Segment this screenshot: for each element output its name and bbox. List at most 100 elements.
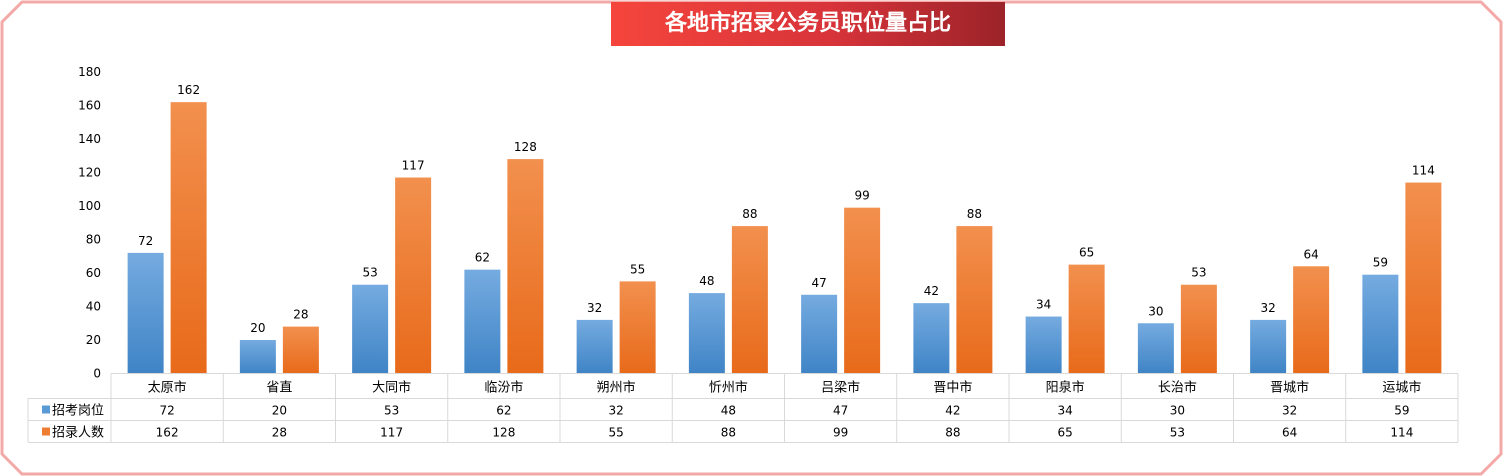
- y-tick-label: 100: [78, 199, 101, 213]
- category-label: 朔州市: [597, 380, 636, 396]
- data-label: 42: [924, 284, 939, 298]
- category-label: 大同市: [372, 380, 411, 396]
- y-tick-label: 120: [78, 166, 101, 180]
- legend-label: 招录人数: [52, 426, 104, 441]
- data-label: 114: [1412, 164, 1435, 178]
- category-label: 吕梁市: [821, 380, 860, 396]
- legend-label: 招考岗位: [52, 404, 104, 419]
- table-value: 59: [1394, 404, 1409, 418]
- table-value: 47: [833, 404, 848, 418]
- table-value: 53: [384, 404, 399, 418]
- category-label: 晋中市: [933, 380, 972, 396]
- table-value: 114: [1390, 426, 1413, 440]
- data-label: 28: [293, 308, 308, 322]
- bar-positions: [1362, 274, 1399, 374]
- table-value: 62: [496, 404, 511, 418]
- data-label: 117: [402, 159, 425, 173]
- table-value: 32: [608, 404, 623, 418]
- data-label: 48: [699, 274, 714, 288]
- data-label: 20: [250, 321, 265, 335]
- data-label: 64: [1303, 247, 1318, 261]
- bar-hires: [170, 102, 207, 374]
- bar-hires: [844, 207, 881, 374]
- table-value: 42: [945, 404, 960, 418]
- table-value: 99: [833, 426, 848, 440]
- chart-title: 各地市招录公务员职位量占比: [611, 2, 1005, 46]
- bar-hires: [1068, 264, 1105, 374]
- bar-positions: [464, 269, 501, 374]
- bar-positions: [1250, 319, 1287, 374]
- category-label: 临汾市: [484, 380, 523, 396]
- table-value: 65: [1057, 426, 1072, 440]
- table-value: 55: [608, 426, 623, 440]
- table-value: 32: [1282, 404, 1297, 418]
- table-value: 28: [272, 426, 287, 440]
- legend-key: [42, 405, 50, 414]
- plot-area: 0 20 40 60 80 100 120 140 160 180 72 162 20 28 53 117 62…: [27, 65, 1459, 443]
- bar-hires: [731, 226, 768, 374]
- bar-hires: [395, 177, 432, 374]
- bar-positions: [801, 294, 838, 374]
- y-tick-label: 40: [86, 300, 101, 314]
- bar-positions: [352, 284, 389, 374]
- data-label: 65: [1079, 246, 1094, 260]
- bar-positions: [127, 252, 164, 374]
- table-value: 20: [272, 404, 287, 418]
- table-value: 64: [1282, 426, 1297, 440]
- data-label: 55: [630, 262, 645, 276]
- category-label: 长治市: [1158, 380, 1197, 396]
- table-value: 53: [1170, 426, 1185, 440]
- table-value: 128: [492, 426, 515, 440]
- bar-positions: [913, 303, 950, 374]
- category-label: 太原市: [148, 380, 187, 396]
- table-value: 72: [159, 404, 174, 418]
- bar-hires: [1405, 182, 1442, 374]
- y-tick-label: 180: [78, 65, 101, 79]
- y-tick-label: 160: [78, 99, 101, 113]
- y-tick-label: 60: [86, 266, 101, 280]
- data-label: 47: [811, 276, 826, 290]
- data-label: 128: [514, 140, 537, 154]
- bar-positions: [239, 340, 276, 374]
- table-value: 48: [721, 404, 736, 418]
- data-label: 88: [967, 207, 982, 221]
- data-label: 53: [1191, 266, 1206, 280]
- bar-hires: [619, 281, 656, 374]
- bar-hires: [507, 159, 544, 374]
- table-value: 88: [721, 426, 736, 440]
- bar-positions: [1137, 323, 1174, 374]
- table-value: 162: [156, 426, 179, 440]
- bar-hires: [1293, 266, 1330, 374]
- category-label: 阳泉市: [1046, 380, 1085, 396]
- data-label: 99: [854, 189, 869, 203]
- data-label: 59: [1373, 256, 1388, 270]
- bar-hires: [282, 326, 319, 374]
- table-value: 34: [1057, 404, 1072, 418]
- data-label: 162: [177, 83, 200, 97]
- category-label: 晋城市: [1270, 380, 1309, 396]
- y-tick-label: 140: [78, 132, 101, 146]
- data-label: 53: [362, 266, 377, 280]
- data-label: 62: [475, 251, 490, 265]
- y-tick-label: 80: [86, 233, 101, 247]
- category-label: 忻州市: [709, 380, 748, 396]
- category-label: 省直: [266, 381, 292, 396]
- category-label: 运城市: [1382, 380, 1421, 396]
- legend-key: [42, 427, 50, 436]
- bar-positions: [688, 293, 725, 374]
- table-value: 30: [1170, 404, 1185, 418]
- data-label: 32: [1260, 301, 1275, 315]
- bar-hires: [1180, 284, 1217, 374]
- data-label: 32: [587, 301, 602, 315]
- data-label: 88: [742, 207, 757, 221]
- bar-hires: [956, 226, 993, 374]
- bar-positions: [576, 319, 613, 374]
- table-value: 117: [380, 426, 403, 440]
- y-tick-label: 20: [86, 333, 101, 347]
- y-tick-label: 0: [93, 367, 101, 381]
- table-value: 88: [945, 426, 960, 440]
- data-label: 72: [138, 234, 153, 248]
- data-label: 34: [1036, 298, 1051, 312]
- data-label: 30: [1148, 304, 1163, 318]
